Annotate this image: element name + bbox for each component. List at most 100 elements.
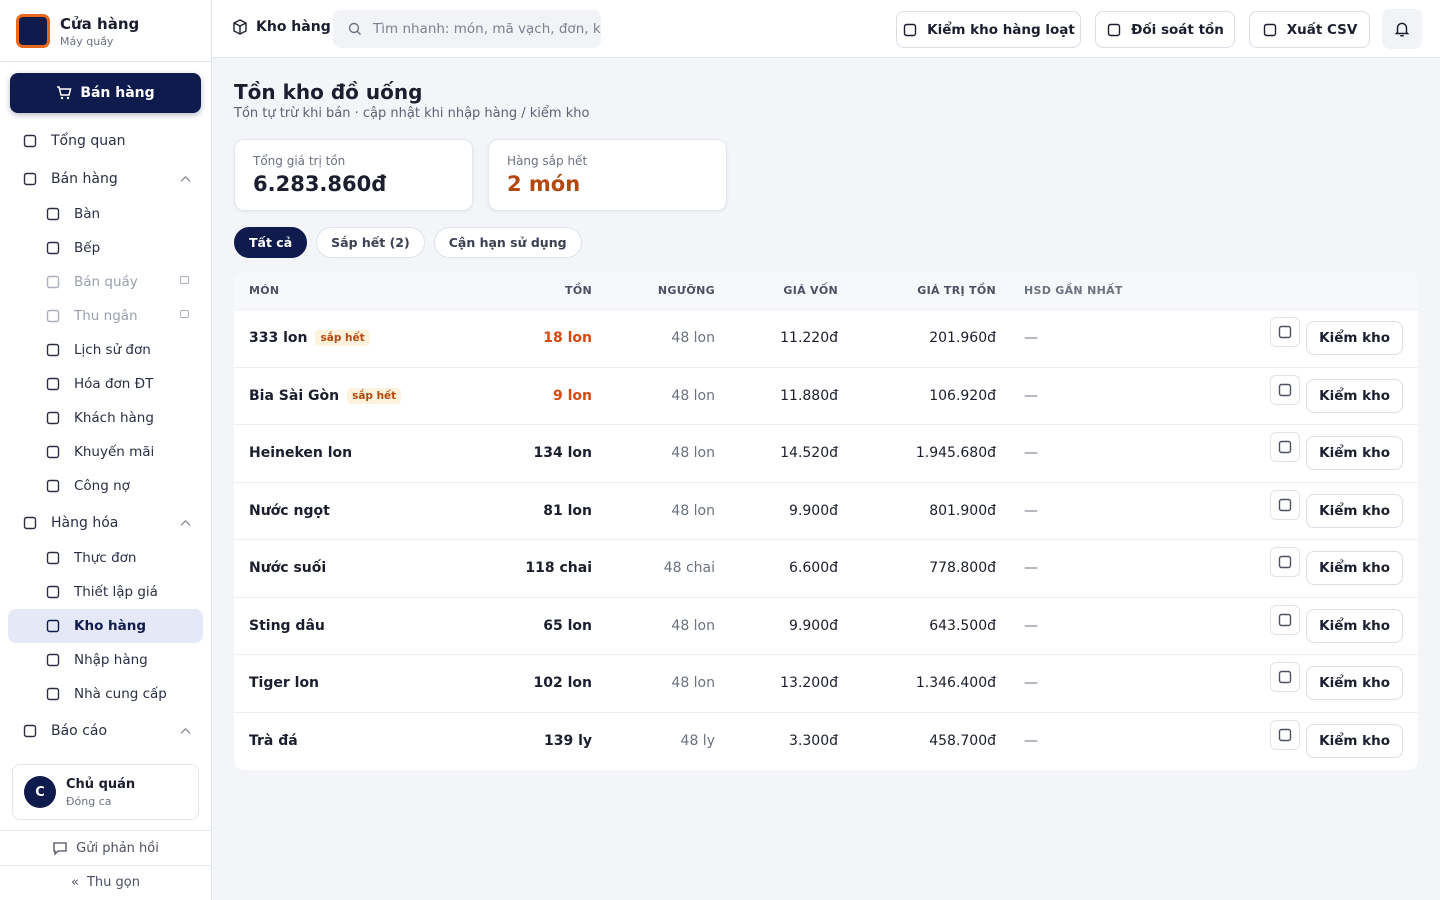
nav-label: Nhập hàng bbox=[74, 652, 148, 668]
table-row: 333 lon sắp hết 18 lon 48 lon 11.220đ 201.960… bbox=[234, 310, 1418, 368]
history-button[interactable] bbox=[1270, 547, 1301, 578]
stocktake-button[interactable]: Kiểm kho bbox=[1306, 666, 1403, 701]
nav-label: Công nợ bbox=[74, 478, 130, 494]
toolbar-button[interactable]: Đối soát tồn bbox=[1095, 11, 1235, 48]
nav-subitem[interactable]: Công nợ bbox=[8, 469, 203, 503]
filter-tab[interactable]: Cận hạn sử dụng bbox=[433, 227, 582, 258]
nav-label: Thu ngân bbox=[74, 308, 138, 324]
search[interactable]: Tìm nhanh: món, mã vạch, đơn, k bbox=[333, 10, 601, 48]
filter-tab[interactable]: Sắp hết (2) bbox=[316, 227, 425, 258]
item-name: Tiger lon bbox=[249, 675, 320, 692]
nav-subitem[interactable]: Kho hàng bbox=[8, 609, 203, 643]
expiry: — bbox=[1024, 502, 1038, 519]
primary-button[interactable]: Bán hàng bbox=[10, 73, 201, 113]
stock-value: 1.945.680đ bbox=[915, 445, 996, 462]
table-row: Bia Sài Gòn sắp hết 9 lon 48 lon 11.880đ 106.… bbox=[234, 368, 1418, 425]
column-header: MÓN bbox=[249, 284, 280, 297]
filter-tab[interactable]: Tất cả bbox=[234, 227, 308, 258]
nav-icon bbox=[46, 411, 60, 425]
history-button[interactable] bbox=[1270, 662, 1301, 693]
page-subtitle: Tồn tự trừ khi bán · cập nhật khi nhập h… bbox=[234, 106, 590, 121]
nav-icon bbox=[46, 445, 60, 459]
toolbar-button[interactable]: Xuất CSV bbox=[1249, 11, 1370, 48]
stat-card: Tổng giá trị tồn 6.283.860đ bbox=[234, 139, 473, 211]
toolbar-button-label: Xuất CSV bbox=[1286, 21, 1358, 38]
notifications[interactable] bbox=[1382, 9, 1422, 49]
stocktake-button[interactable]: Kiểm kho bbox=[1306, 493, 1403, 528]
cost: 3.300đ bbox=[789, 733, 838, 750]
nav-subitem[interactable]: Thiết lập giá bbox=[8, 575, 203, 609]
table-row: Heineken lon 134 lon 48 lon 14.520đ 1.945.68… bbox=[234, 425, 1418, 483]
search-placeholder: Tìm nhanh: món, mã vạch, đơn, k bbox=[373, 21, 601, 37]
history-button[interactable] bbox=[1270, 604, 1301, 635]
user-status: Đóng ca bbox=[66, 794, 112, 808]
sidebar: Cửa hàng Máy quầy Bán hàng Tổng quan Bán … bbox=[0, 0, 212, 900]
nav-icon bbox=[46, 479, 60, 493]
stock: 81 lon bbox=[543, 502, 592, 519]
brand[interactable]: Cửa hàng Máy quầy bbox=[16, 14, 139, 48]
history-button[interactable] bbox=[1270, 432, 1301, 463]
history-button[interactable] bbox=[1270, 374, 1301, 405]
nav-subitem[interactable]: Bàn bbox=[8, 197, 203, 231]
nav-item[interactable]: Bán hàng bbox=[0, 161, 211, 197]
nav-icon bbox=[46, 377, 60, 391]
nav-label: Thực đơn bbox=[74, 550, 137, 566]
avatar: C bbox=[24, 776, 56, 808]
column-header: TỒN bbox=[565, 284, 592, 297]
nav-label: Bán quầy bbox=[74, 274, 138, 290]
history-button[interactable] bbox=[1270, 317, 1301, 348]
lock-icon bbox=[180, 276, 189, 284]
nav-icon bbox=[46, 241, 60, 255]
nav-item[interactable]: Hàng hóa bbox=[0, 505, 211, 541]
nav-label: Thiết lập giá bbox=[74, 584, 158, 600]
item-cell: Trà đá bbox=[249, 733, 480, 749]
nav-subitem[interactable]: Khuyến mãi bbox=[8, 435, 203, 469]
toolbar-button[interactable]: Kiểm kho hàng loạt bbox=[896, 11, 1081, 48]
cost: 11.220đ bbox=[780, 330, 838, 347]
stocktake-button[interactable]: Kiểm kho bbox=[1306, 436, 1403, 471]
nav-subitem[interactable]: Nhà cung cấp bbox=[8, 677, 203, 711]
stocktake-button[interactable]: Kiểm kho bbox=[1306, 378, 1403, 413]
chevron bbox=[180, 728, 191, 739]
nav-subitem[interactable]: Thực đơn bbox=[8, 541, 203, 575]
stocktake-button[interactable]: Kiểm kho bbox=[1306, 724, 1403, 759]
nav-icon bbox=[1278, 383, 1292, 396]
table-row: Nước ngọt 81 lon 48 lon 9.900đ 801.900đ — Kiểm… bbox=[234, 483, 1418, 540]
nav-icon bbox=[1278, 671, 1292, 684]
stock-value: 801.900đ bbox=[929, 502, 996, 519]
item-name: Heineken lon bbox=[249, 445, 353, 462]
nav-label: Báo cáo bbox=[51, 723, 108, 739]
feedback[interactable]: Gửi phản hồi bbox=[0, 840, 211, 856]
nav-subitem[interactable]: Nhập hàng bbox=[8, 643, 203, 677]
collapse[interactable]: « Thu gọn bbox=[0, 875, 211, 890]
stocktake-button[interactable]: Kiểm kho bbox=[1306, 551, 1403, 586]
nav-subitem[interactable]: Khách hàng bbox=[8, 401, 203, 435]
column-header: HSD GẦN NHẤT bbox=[1024, 284, 1123, 297]
stock: 18 lon bbox=[543, 330, 592, 347]
stocktake-button[interactable]: Kiểm kho bbox=[1306, 321, 1403, 356]
expiry: — bbox=[1024, 387, 1038, 404]
user-card[interactable]: C Chủ quán Đóng ca bbox=[12, 764, 199, 820]
stock: 134 lon bbox=[533, 445, 592, 462]
nav-icon bbox=[46, 653, 60, 667]
item-cell: Bia Sài Gòn sắp hết bbox=[249, 387, 480, 404]
nav-item[interactable]: Báo cáo bbox=[0, 713, 211, 749]
user-name: Chủ quán bbox=[66, 776, 136, 792]
item-cell: Nước suối bbox=[249, 560, 480, 576]
history-button[interactable] bbox=[1270, 720, 1301, 751]
history-button[interactable] bbox=[1270, 489, 1301, 520]
collapse-icon: « bbox=[71, 875, 79, 890]
logo bbox=[16, 14, 50, 48]
nav-subitem[interactable]: Lịch sử đơn bbox=[8, 333, 203, 367]
nav-label: Lịch sử đơn bbox=[74, 342, 151, 358]
stat-label: Tổng giá trị tồn bbox=[253, 154, 346, 168]
nav-label: Bàn bbox=[74, 206, 101, 222]
item-name: Nước ngọt bbox=[249, 502, 330, 519]
nav-subitem[interactable]: Bếp bbox=[8, 231, 203, 265]
stocktake-button[interactable]: Kiểm kho bbox=[1306, 608, 1403, 643]
divider bbox=[0, 61, 211, 62]
threshold: 48 lon bbox=[671, 675, 715, 692]
collapse-label: Thu gọn bbox=[86, 875, 140, 890]
nav-item[interactable]: Tổng quan bbox=[0, 123, 211, 159]
nav-subitem[interactable]: Hóa đơn ĐT bbox=[8, 367, 203, 401]
